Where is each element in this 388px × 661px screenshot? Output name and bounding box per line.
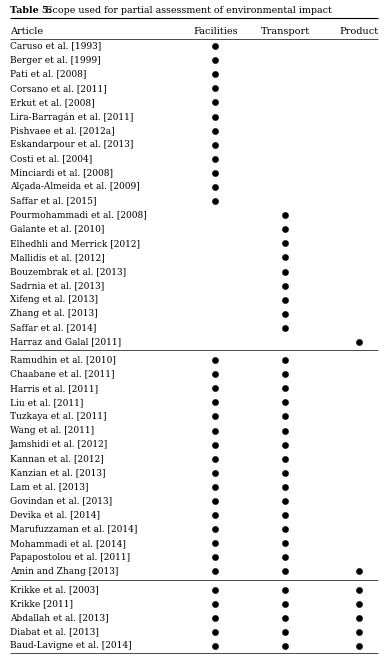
Text: Liu et al. [2011]: Liu et al. [2011] — [10, 398, 83, 407]
Text: Harris et al. [2011]: Harris et al. [2011] — [10, 384, 98, 393]
Text: Chaabane et al. [2011]: Chaabane et al. [2011] — [10, 369, 114, 379]
Text: Krikke [2011]: Krikke [2011] — [10, 599, 73, 608]
Text: Pishvaee et al. [2012a]: Pishvaee et al. [2012a] — [10, 126, 114, 135]
Text: Govindan et al. [2013]: Govindan et al. [2013] — [10, 496, 112, 506]
Text: Berger et al. [1999]: Berger et al. [1999] — [10, 56, 100, 65]
Text: Abdallah et al. [2013]: Abdallah et al. [2013] — [10, 613, 108, 622]
Text: Jamshidi et al. [2012]: Jamshidi et al. [2012] — [10, 440, 108, 449]
Text: Eskandarpour et al. [2013]: Eskandarpour et al. [2013] — [10, 140, 133, 149]
Text: Corsano et al. [2011]: Corsano et al. [2011] — [10, 84, 106, 93]
Text: Elhedhli and Merrick [2012]: Elhedhli and Merrick [2012] — [10, 239, 140, 248]
Text: Alçada-Almeida et al. [2009]: Alçada-Almeida et al. [2009] — [10, 182, 139, 192]
Text: Harraz and Galal [2011]: Harraz and Galal [2011] — [10, 338, 121, 346]
Text: Pati et al. [2008]: Pati et al. [2008] — [10, 69, 86, 79]
Text: Amin and Zhang [2013]: Amin and Zhang [2013] — [10, 567, 118, 576]
Text: Sadrnia et al. [2013]: Sadrnia et al. [2013] — [10, 281, 104, 290]
Text: Facilities: Facilities — [193, 27, 238, 36]
Text: Bouzembrak et al. [2013]: Bouzembrak et al. [2013] — [10, 267, 126, 276]
Text: Diabat et al. [2013]: Diabat et al. [2013] — [10, 627, 99, 637]
Text: Ramudhin et al. [2010]: Ramudhin et al. [2010] — [10, 356, 116, 365]
Text: Erkut et al. [2008]: Erkut et al. [2008] — [10, 98, 94, 107]
Text: Kannan et al. [2012]: Kannan et al. [2012] — [10, 454, 104, 463]
Text: Transport: Transport — [261, 27, 310, 36]
Text: Mohammadi et al. [2014]: Mohammadi et al. [2014] — [10, 539, 126, 548]
Text: Mallidis et al. [2012]: Mallidis et al. [2012] — [10, 253, 104, 262]
Text: Krikke et al. [2003]: Krikke et al. [2003] — [10, 585, 99, 594]
Text: Saffar et al. [2015]: Saffar et al. [2015] — [10, 196, 96, 206]
Text: Costi et al. [2004]: Costi et al. [2004] — [10, 154, 92, 163]
Text: Article: Article — [10, 27, 43, 36]
Text: Zhang et al. [2013]: Zhang et al. [2013] — [10, 309, 97, 319]
Text: Lira-Barragán et al. [2011]: Lira-Barragán et al. [2011] — [10, 112, 133, 122]
Text: Marufuzzaman et al. [2014]: Marufuzzaman et al. [2014] — [10, 525, 137, 533]
Text: Kanzian et al. [2013]: Kanzian et al. [2013] — [10, 469, 105, 477]
Text: Lam et al. [2013]: Lam et al. [2013] — [10, 483, 88, 491]
Text: Table 5:: Table 5: — [10, 6, 52, 15]
Text: Scope used for partial assessment of environmental impact: Scope used for partial assessment of env… — [43, 6, 331, 15]
Text: Product: Product — [340, 27, 378, 36]
Text: Saffar et al. [2014]: Saffar et al. [2014] — [10, 323, 96, 332]
Text: Caruso et al. [1993]: Caruso et al. [1993] — [10, 42, 101, 50]
Text: Wang et al. [2011]: Wang et al. [2011] — [10, 426, 94, 435]
Text: Xifeng et al. [2013]: Xifeng et al. [2013] — [10, 295, 98, 304]
Text: Pourmohammadi et al. [2008]: Pourmohammadi et al. [2008] — [10, 211, 146, 219]
Text: Tuzkaya et al. [2011]: Tuzkaya et al. [2011] — [10, 412, 106, 421]
Text: Minciardi et al. [2008]: Minciardi et al. [2008] — [10, 169, 113, 177]
Text: Galante et al. [2010]: Galante et al. [2010] — [10, 225, 104, 234]
Text: Devika et al. [2014]: Devika et al. [2014] — [10, 510, 100, 520]
Text: Papapostolou et al. [2011]: Papapostolou et al. [2011] — [10, 553, 130, 562]
Text: Baud-Lavigne et al. [2014]: Baud-Lavigne et al. [2014] — [10, 641, 131, 650]
